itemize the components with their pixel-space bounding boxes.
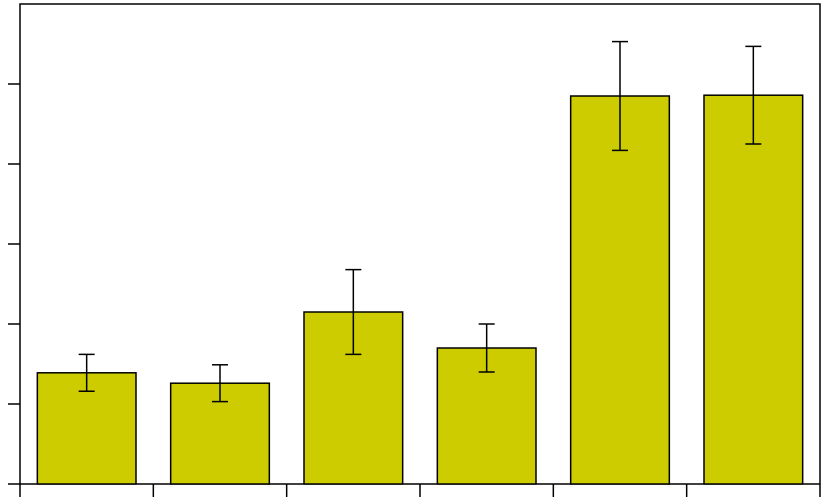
error-bar	[345, 268, 362, 356]
error-bar	[212, 364, 228, 403]
error-bar	[745, 45, 762, 145]
error-bar	[478, 323, 495, 373]
bar	[703, 94, 804, 485]
error-bar	[78, 353, 95, 392]
bar	[569, 95, 671, 485]
error-bar	[612, 40, 628, 152]
plot-frame	[19, 3, 821, 485]
